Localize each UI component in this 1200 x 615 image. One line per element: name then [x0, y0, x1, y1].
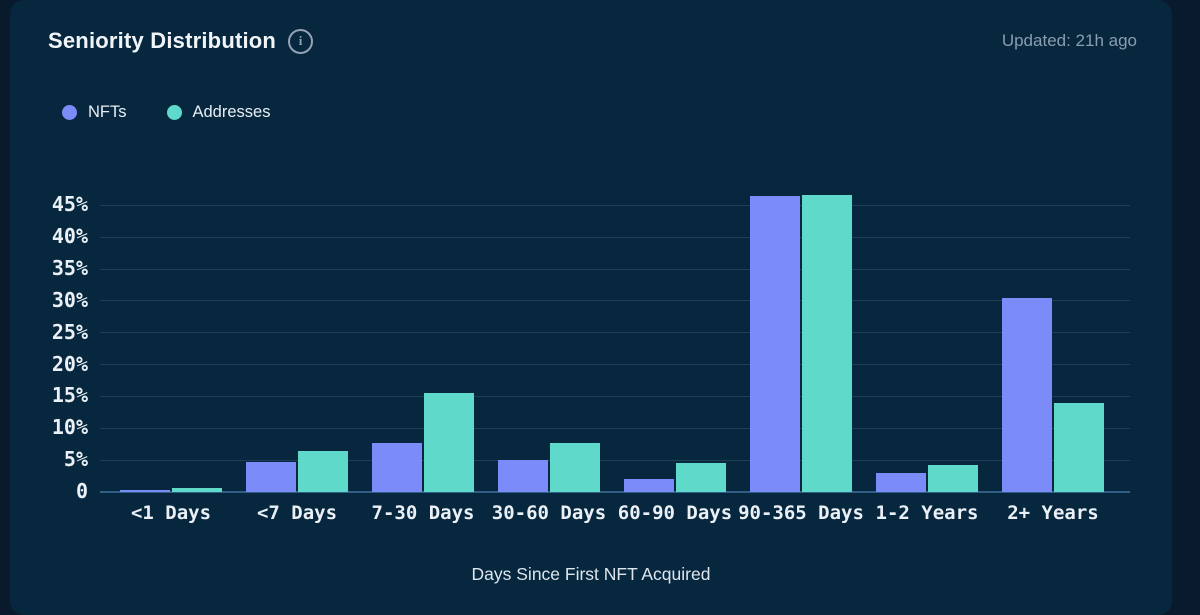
bar-nfts[interactable] — [876, 472, 926, 492]
updated-timestamp: Updated: 21h ago — [1001, 31, 1137, 50]
y-tick-label: 25% — [51, 319, 88, 344]
card-title: Seniority Distribution — [48, 28, 277, 53]
x-tick-label: 1-2 Years — [875, 502, 979, 524]
y-tick-label: 0 — [75, 479, 88, 503]
x-tick-label: <1 Days — [130, 502, 212, 524]
legend-dot — [166, 105, 182, 120]
legend-dot — [62, 105, 77, 120]
bar-nfts[interactable] — [624, 479, 674, 492]
gridline — [100, 427, 1130, 429]
bar-addresses[interactable] — [298, 450, 348, 492]
x-axis-title: Days Since First NFT Acquired — [471, 564, 711, 584]
bar-nfts[interactable] — [372, 442, 422, 492]
legend-label: NFTs — [88, 103, 127, 121]
x-tick-label: 2+ Years — [1007, 502, 1099, 524]
y-tick-label: 10% — [51, 415, 88, 440]
gridline — [100, 204, 1130, 206]
legend-item-addresses[interactable]: Addresses — [166, 103, 271, 122]
gridline — [100, 268, 1130, 270]
x-tick-label: <7 Days — [256, 502, 338, 524]
gridline — [100, 459, 1130, 461]
bar-nfts[interactable] — [246, 462, 296, 492]
gridline — [100, 364, 1130, 366]
legend-item-nfts[interactable]: NFTs — [62, 103, 127, 122]
y-tick-label: 20% — [51, 351, 88, 376]
y-tick-label: 15% — [51, 383, 88, 408]
y-tick-label: 35% — [51, 256, 88, 280]
info-icon[interactable]: i — [288, 28, 314, 54]
bar-addresses[interactable] — [1054, 402, 1104, 492]
x-tick-label: 30-60 Days — [491, 502, 607, 524]
x-tick-label: 60-90 Days — [617, 502, 733, 524]
x-tick-label: 90-365 Days — [738, 502, 864, 524]
legend-label: Addresses — [192, 103, 271, 121]
x-tick-label: 7-30 Days — [371, 502, 475, 524]
gridline — [100, 236, 1130, 238]
plot-area: 0 5% 10% 15% 20% 25% 30% 35% 40% 45% <1 Days <7 Day… — [52, 190, 1130, 524]
bar-addresses[interactable] — [550, 442, 600, 492]
bar-addresses[interactable] — [928, 465, 978, 492]
bar-nfts[interactable] — [750, 196, 800, 492]
seniority-distribution-card: Seniority Distribution i Updated: 21h ag… — [10, 0, 1172, 615]
bar-nfts[interactable] — [498, 460, 548, 492]
y-tick-label: 40% — [51, 224, 88, 249]
chart-legend: NFTs Addresses — [62, 103, 270, 122]
bar-addresses[interactable] — [172, 488, 222, 492]
x-axis-baseline — [100, 491, 1130, 493]
bar-nfts[interactable] — [1002, 298, 1052, 492]
y-tick-label: 5% — [63, 447, 88, 472]
gridline — [100, 300, 1130, 302]
bar-addresses[interactable] — [424, 393, 474, 492]
bar-nfts[interactable] — [120, 490, 170, 492]
bar-addresses[interactable] — [802, 195, 852, 492]
y-tick-label: 45% — [51, 192, 88, 217]
gridline — [100, 395, 1130, 397]
y-tick-label: 30% — [51, 287, 88, 312]
bar-addresses[interactable] — [676, 463, 726, 492]
card-header: Seniority Distribution i Updated: 21h ag… — [48, 28, 1137, 54]
gridline — [100, 332, 1130, 334]
